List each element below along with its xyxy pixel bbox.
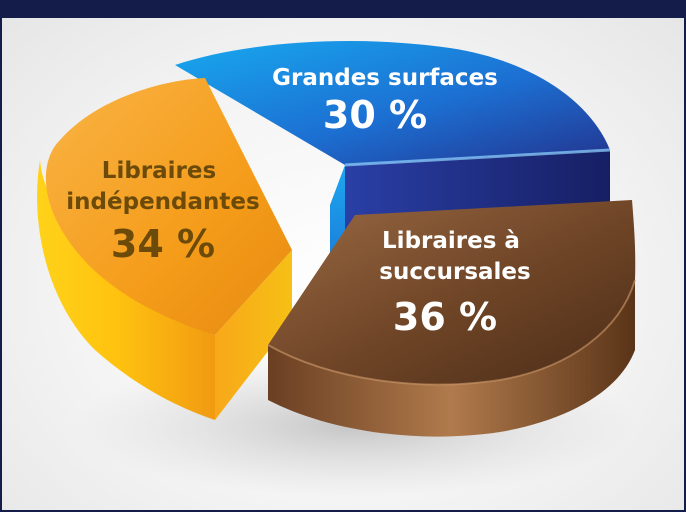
label-libraires-succursales-line-1: Libraires à xyxy=(382,228,520,254)
label-libraires-independantes-line-2: indépendantes xyxy=(66,189,259,215)
slice-libraires-succursales-top xyxy=(268,200,636,385)
slice-libraires-independantes xyxy=(37,78,292,420)
slice-libraires-succursales-side xyxy=(268,280,635,437)
header-bar xyxy=(0,0,686,18)
label-grandes-surfaces: Grandes surfaces xyxy=(272,65,498,91)
label-libraires-succursales: Libraires à succursales xyxy=(379,228,530,285)
label-grandes-surfaces-line-1: Grandes surfaces xyxy=(272,65,498,91)
label-libraires-independantes-line-1: Libraires xyxy=(102,158,216,184)
value-libraires-succursales: 36 % xyxy=(393,295,497,339)
slice-grandes-surfaces-rim xyxy=(344,148,611,167)
value-grandes-surfaces: 30 % xyxy=(323,93,427,137)
slice-libraires-succursales-rim xyxy=(267,279,636,386)
slice-libraires-succursales xyxy=(267,200,636,437)
value-libraires-independantes: 34 % xyxy=(111,222,215,266)
label-libraires-independantes: Libraires indépendantes xyxy=(66,158,259,215)
label-libraires-succursales-line-2: succursales xyxy=(379,259,530,285)
slice-grandes-surfaces-top xyxy=(175,41,610,165)
slice-libraires-independantes-inner xyxy=(215,250,292,420)
slice-grandes-surfaces-inner xyxy=(330,165,345,270)
slice-libraires-independantes-top xyxy=(45,78,292,335)
